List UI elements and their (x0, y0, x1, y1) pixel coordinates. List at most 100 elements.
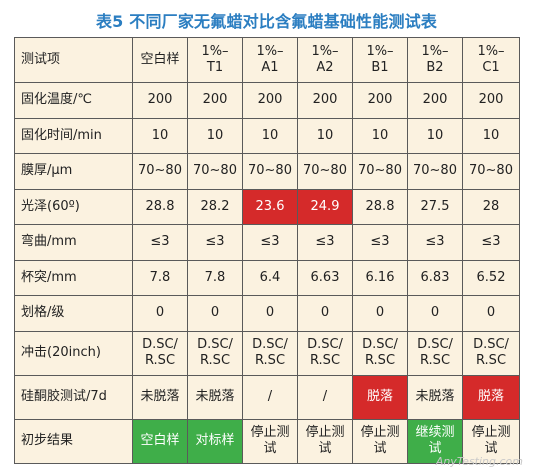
table-cell: 200 (242, 82, 298, 119)
table-cell: 6.16 (352, 259, 408, 296)
table-cell: 27.5 (407, 188, 463, 225)
table-cell: 10 (462, 117, 520, 154)
table-cell: 0 (407, 295, 463, 332)
table-cell-text: 0 (486, 305, 496, 321)
row-label: 固化温度/℃ (14, 82, 133, 119)
row-label-text: 冲击(20inch) (21, 345, 101, 360)
table-cell-text: D.SC/ R.SC (197, 337, 233, 368)
row-label-text: 固化时间/min (21, 127, 102, 143)
table-cell-text: 200 (312, 92, 338, 108)
column-header: 1%– T1 (187, 37, 243, 83)
table-cell-text: 10 (206, 127, 224, 143)
table-cell: D.SC/ R.SC (132, 330, 188, 376)
row-label-text: 固化温度/℃ (21, 92, 92, 108)
table-cell: 24.9 (297, 188, 353, 225)
table-cell: 6.52 (462, 259, 520, 296)
table-row: 硅酮胶测试/7d 未脱落 未脱落 / / 脱落 未脱落 脱落 (14, 374, 520, 420)
table-cell: 停止测 试 (352, 418, 408, 464)
row-label-text: 弯曲/mm (21, 234, 77, 250)
table-cell-text: 未脱落 (415, 389, 455, 404)
table-cell: 70~80 (187, 153, 243, 190)
table-cell-text: D.SC/ R.SC (307, 337, 343, 368)
table-cell: 200 (132, 82, 188, 119)
table-cell: 10 (132, 117, 188, 154)
table-cell-text: 10 (316, 127, 334, 143)
table-cell-text: 10 (261, 127, 279, 143)
table-cell: D.SC/ R.SC (407, 330, 463, 376)
table-cell: 70~80 (297, 153, 353, 190)
row-label: 划格/级 (14, 295, 133, 332)
table-cell-text: 0 (265, 305, 275, 321)
table-cell-text: 6.83 (420, 269, 450, 285)
table-cell-text: 200 (478, 92, 504, 108)
table-cell-text: / (267, 389, 273, 404)
table-cell: 70~80 (462, 153, 520, 190)
table-row: 固化时间/min 10 10 10 10 10 10 10 (14, 117, 520, 154)
table-cell: 未脱落 (187, 374, 243, 420)
table-cell: 10 (242, 117, 298, 154)
table-cell-text: 24.9 (310, 198, 340, 214)
table-cell-text: 0 (155, 305, 165, 321)
table-cell: 6.4 (242, 259, 298, 296)
table-cell-text: ≤3 (370, 234, 390, 250)
table-row: 冲击(20inch) D.SC/ R.SC D.SC/ R.SC D.SC/ R.SC… (14, 330, 520, 376)
row-label-text: 初步结果 (21, 433, 74, 448)
table-cell: 空白样 (132, 418, 188, 464)
table-cell-text: 28.8 (145, 198, 175, 214)
table-cell-text: 70~80 (413, 163, 457, 179)
comparison-table: 测试项 空白样 1%– T1 1%– A1 1%– A2 1%– B1 1%– B2 1%– … (14, 37, 520, 464)
table-cell: / (242, 374, 298, 420)
table-cell-text: D.SC/ R.SC (252, 337, 288, 368)
table-cell-text: 空白样 (140, 433, 180, 448)
table-cell: ≤3 (132, 224, 188, 261)
table-cell: 23.6 (242, 188, 298, 225)
table-title: 表5 不同厂家无氟蜡对比含氟蜡基础性能测试表 (95, 12, 438, 31)
table-row: 膜厚/μm 70~80 70~80 70~80 70~80 70~80 70~80 70~80 (14, 153, 520, 190)
table-cell-text: 脱落 (366, 389, 393, 404)
table-cell-text: ≤3 (425, 234, 445, 250)
column-header-text: 测试项 (21, 52, 61, 67)
table-cell-text: 脱落 (477, 389, 504, 404)
table-cell-text: ≤3 (481, 234, 501, 250)
table-cell-text: 停止测 试 (471, 425, 511, 456)
table-cell: 10 (297, 117, 353, 154)
table-cell-text: 70~80 (193, 163, 237, 179)
table-cell: D.SC/ R.SC (242, 330, 298, 376)
table-cell-text: ≤3 (205, 234, 225, 250)
table-cell: 6.63 (297, 259, 353, 296)
table-cell-text: 70~80 (138, 163, 182, 179)
table-cell-text: / (322, 389, 328, 404)
table-cell: 70~80 (242, 153, 298, 190)
table-cell-text: 停止测 试 (305, 425, 345, 456)
table-cell: 70~80 (407, 153, 463, 190)
table-cell-text: 0 (210, 305, 220, 321)
column-header: 1%– B2 (407, 37, 463, 83)
table-cell-text: 70~80 (248, 163, 292, 179)
table-cell: 7.8 (187, 259, 243, 296)
table-cell-text: 200 (147, 92, 173, 108)
table-cell-text: D.SC/ R.SC (473, 337, 509, 368)
table-cell-text: 6.16 (365, 269, 395, 285)
table-cell-text: D.SC/ R.SC (417, 337, 453, 368)
table-cell: 200 (297, 82, 353, 119)
table-row: 初步结果 空白样 对标样 停止测 试停止测 试停止测 试继续测 试停止测 试 (14, 418, 520, 464)
row-label: 冲击(20inch) (14, 330, 133, 376)
table-cell: 200 (462, 82, 520, 119)
table-cell: ≤3 (297, 224, 353, 261)
table-row: 杯突/mm 7.8 7.8 6.4 6.63 6.16 6.83 6.52 (14, 259, 520, 296)
table-cell-text: 10 (482, 127, 500, 143)
table-cell: ≤3 (352, 224, 408, 261)
row-label: 杯突/mm (14, 259, 133, 296)
table-row: 划格/级 0 0 0 0 0 0 0 (14, 295, 520, 332)
column-header-text: 1%– C1 (477, 44, 505, 75)
table-cell-text: 继续测 试 (415, 425, 455, 456)
table-cell-text: 200 (257, 92, 283, 108)
table-cell: 未脱落 (132, 374, 188, 420)
table-cell-text: 23.6 (255, 198, 285, 214)
column-header: 1%– B1 (352, 37, 408, 83)
table-cell: ≤3 (242, 224, 298, 261)
table-cell: 脱落 (462, 374, 520, 420)
row-label-text: 光泽(60º) (21, 198, 80, 214)
table-cell: ≤3 (187, 224, 243, 261)
table-cell-text: 200 (202, 92, 228, 108)
